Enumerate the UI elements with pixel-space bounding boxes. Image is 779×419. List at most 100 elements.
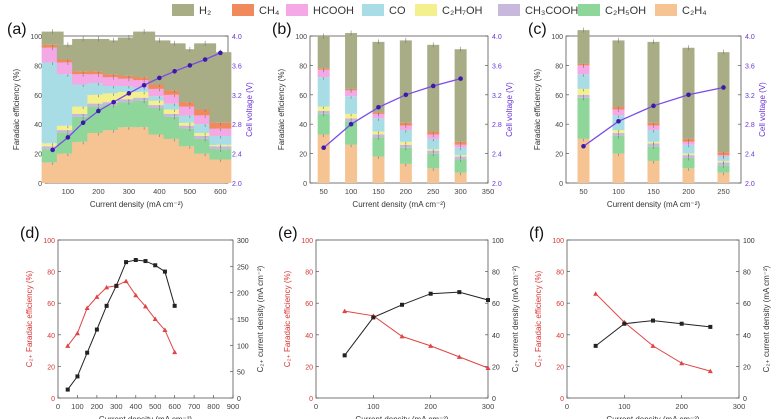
- y2-tick-label: 4.0: [492, 34, 502, 41]
- bar-segment: [682, 144, 695, 154]
- y-axis-label: Faradaic efficiency (%): [12, 69, 21, 151]
- y2-axis-label: Cell voltage (V): [505, 82, 514, 137]
- x-tick-label: 600: [168, 402, 181, 411]
- x-tick-label: 50: [320, 187, 328, 196]
- bar-segment: [612, 40, 625, 107]
- legend-label: HCOOH: [313, 5, 354, 17]
- y-tick-label: 60: [555, 93, 563, 100]
- y2-tick-label: 3.6: [232, 63, 242, 70]
- y2-tick-label: 0: [743, 396, 747, 403]
- x-tick-label: 200: [675, 402, 688, 411]
- x-tick-label: 100: [345, 187, 358, 196]
- legend-swatch: [498, 4, 520, 16]
- x-tick-label: 300: [482, 402, 495, 411]
- bar-segment: [399, 163, 412, 183]
- fe-point: [74, 330, 80, 336]
- bar-segment: [454, 147, 467, 156]
- y2-tick-label: 2.0: [232, 181, 242, 188]
- y-tick-label: 100: [43, 238, 55, 245]
- panel-label: (b): [272, 21, 292, 38]
- bar-segment: [163, 94, 186, 104]
- panel-label: (e): [278, 225, 298, 242]
- bar-segment: [612, 109, 625, 116]
- current-point: [342, 353, 347, 358]
- y2-tick-label: 100: [743, 238, 755, 245]
- panel-label: (a): [7, 21, 27, 38]
- bar-segment: [117, 78, 140, 86]
- bar-segment: [87, 83, 110, 95]
- x-tick-label: 200: [682, 187, 695, 196]
- y2-tick-label: 100: [492, 238, 504, 245]
- y2-tick-label: 200: [237, 291, 249, 298]
- fe-point: [707, 368, 713, 374]
- legend-label: CO: [389, 5, 406, 17]
- x-tick-label: 0: [56, 402, 60, 411]
- y-tick-label: 40: [34, 122, 42, 129]
- bar-segment: [345, 90, 358, 97]
- x-tick-label: 0: [314, 402, 318, 411]
- legend: H₂ CH₄ HCOOH CO C₂H₇OH CH₃COOH C₂H₅OH C₂H₄: [172, 4, 707, 17]
- voltage-point: [348, 121, 354, 127]
- bar-segment: [317, 36, 330, 69]
- y2-tick-label: 20: [743, 364, 751, 371]
- x-tick-label: 150: [647, 187, 660, 196]
- legend-swatch: [578, 4, 600, 16]
- bar-segment: [454, 172, 467, 183]
- y-tick-label: 60: [47, 301, 55, 308]
- y-tick-label: 80: [34, 63, 42, 70]
- legend-label: C₂H₄: [682, 5, 707, 17]
- y2-axis-label: Cell voltage (V): [245, 82, 254, 137]
- voltage-point: [50, 147, 55, 153]
- voltage-point: [80, 120, 86, 126]
- bar-segment: [577, 138, 590, 183]
- current-point: [708, 324, 713, 329]
- current-point: [85, 350, 90, 355]
- current-point: [124, 260, 129, 265]
- y-tick-label: 20: [556, 364, 564, 371]
- y2-tick-label: 2.8: [232, 122, 242, 129]
- bar-segment: [345, 96, 358, 114]
- bar-segment: [102, 77, 125, 86]
- current-point: [65, 387, 70, 392]
- current-point: [651, 318, 655, 323]
- y2-axis-label: C₂₊ current density (mA cm⁻²): [256, 265, 265, 372]
- bar-segment: [577, 30, 590, 64]
- x-tick-label: 600: [214, 187, 227, 196]
- bar-segment: [717, 165, 730, 173]
- y-tick-label: 40: [299, 122, 307, 129]
- y2-tick-label: 2.0: [492, 181, 502, 188]
- current-point: [593, 343, 598, 348]
- y2-tick-label: 3.6: [745, 63, 755, 70]
- bar-segment: [209, 128, 232, 136]
- y2-axis-label: C₂₊ current density (mA cm⁻²): [762, 265, 771, 372]
- y2-tick-label: 4.0: [745, 34, 755, 41]
- current-line: [595, 320, 711, 347]
- bar-segment: [178, 106, 201, 116]
- y2-tick-label: 2.0: [745, 181, 755, 188]
- y2-tick-label: 3.6: [492, 63, 502, 70]
- bar-segment: [209, 135, 232, 145]
- fe-point: [679, 360, 685, 366]
- bar-segment: [647, 41, 660, 123]
- fe-line: [344, 310, 489, 369]
- y-tick-label: 40: [555, 122, 563, 129]
- y-tick-label: 60: [305, 301, 313, 308]
- x-tick-label: 300: [733, 402, 746, 411]
- x-tick-label: 700: [188, 402, 201, 411]
- legend-swatch: [655, 4, 677, 16]
- panel-label: (c): [528, 21, 547, 38]
- x-tick-label: 200: [400, 187, 413, 196]
- y-tick-label: 100: [301, 238, 313, 245]
- bar-segment: [87, 74, 110, 84]
- voltage-point: [616, 118, 621, 124]
- bar-segment: [612, 153, 625, 183]
- current-point: [428, 291, 433, 296]
- y-tick-label: 60: [556, 301, 564, 308]
- y2-tick-label: 2.4: [492, 152, 502, 159]
- panel-d: (d)0100200300400500600700800900Current d…: [20, 225, 265, 419]
- fe-point: [143, 303, 148, 309]
- x-tick-label: 150: [372, 187, 385, 196]
- x-axis-label: Current density (mA cm⁻²): [355, 415, 448, 419]
- current-line: [344, 291, 489, 356]
- bar-segment: [682, 158, 695, 169]
